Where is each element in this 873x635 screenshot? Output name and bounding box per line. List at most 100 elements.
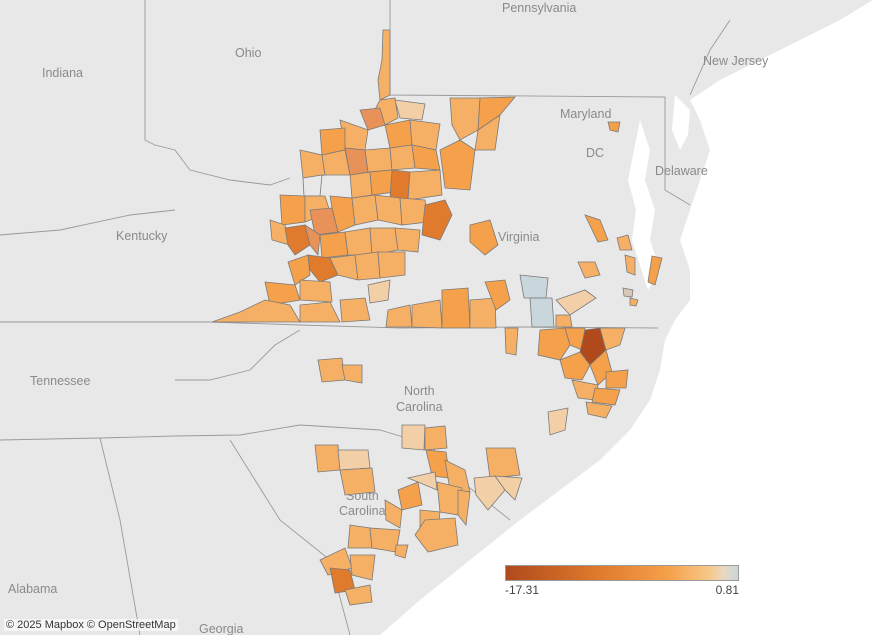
county-shape[interactable] bbox=[494, 475, 523, 501]
label-pennsylvania: Pennsylvania bbox=[502, 1, 576, 15]
county-shape[interactable] bbox=[519, 274, 549, 299]
county-shape[interactable] bbox=[577, 261, 601, 279]
label-virginia: Virginia bbox=[498, 230, 540, 244]
county-shape[interactable] bbox=[299, 301, 341, 323]
county-shape[interactable] bbox=[284, 224, 311, 256]
county-shape[interactable] bbox=[504, 327, 519, 356]
label-tennessee: Tennessee bbox=[30, 374, 91, 388]
county-shape[interactable] bbox=[647, 255, 663, 286]
place-labels: Pennsylvania Ohio Indiana New Jersey Mar… bbox=[8, 1, 769, 635]
county-shape[interactable] bbox=[347, 524, 373, 549]
county-shape[interactable] bbox=[341, 364, 363, 384]
county-shape[interactable] bbox=[555, 289, 597, 316]
county-shape[interactable] bbox=[369, 227, 399, 256]
county-shape[interactable] bbox=[211, 299, 301, 323]
county-shape[interactable] bbox=[339, 297, 371, 323]
county-shape[interactable] bbox=[474, 114, 501, 151]
chesapeake-bay bbox=[628, 120, 660, 290]
county-shape[interactable] bbox=[622, 287, 634, 298]
county-shape[interactable] bbox=[384, 499, 403, 529]
label-alabama: Alabama bbox=[8, 582, 57, 596]
county-shape[interactable] bbox=[484, 279, 511, 311]
county-shape[interactable] bbox=[351, 194, 379, 226]
county-shape[interactable] bbox=[394, 544, 409, 559]
label-north-carolina-line1: North bbox=[404, 384, 435, 398]
county-shape[interactable] bbox=[319, 231, 349, 259]
county-shape[interactable] bbox=[321, 149, 351, 176]
county-shape[interactable] bbox=[605, 369, 629, 389]
county-shape[interactable] bbox=[591, 387, 621, 406]
county-shape[interactable] bbox=[441, 287, 471, 329]
county-shape[interactable] bbox=[307, 254, 339, 283]
county-shape[interactable] bbox=[584, 214, 609, 243]
county-shape[interactable] bbox=[469, 219, 499, 256]
county-shape[interactable] bbox=[629, 297, 639, 307]
county-shape[interactable] bbox=[485, 447, 521, 479]
county-shape[interactable] bbox=[302, 174, 323, 197]
county-shape[interactable] bbox=[374, 194, 403, 226]
county-shape[interactable] bbox=[367, 279, 391, 304]
county-shape[interactable] bbox=[473, 475, 506, 511]
color-legend: -17.31 0.81 bbox=[505, 565, 739, 605]
label-indiana: Indiana bbox=[42, 66, 83, 80]
legend-min-label: -17.31 bbox=[505, 583, 540, 597]
label-new-jersey: New Jersey bbox=[703, 54, 769, 68]
county-shape[interactable] bbox=[529, 297, 555, 328]
county-shape[interactable] bbox=[389, 144, 416, 171]
county-shape[interactable] bbox=[397, 481, 423, 511]
county-shape[interactable] bbox=[329, 195, 356, 233]
county-shape[interactable] bbox=[384, 119, 413, 149]
county-shape[interactable] bbox=[607, 121, 621, 133]
county-shape[interactable] bbox=[287, 254, 311, 286]
county-shape[interactable] bbox=[559, 351, 591, 381]
county-shape[interactable] bbox=[317, 357, 346, 383]
legend-gradient-bar bbox=[505, 565, 739, 581]
county-shape[interactable] bbox=[344, 584, 373, 606]
ocean bbox=[380, 0, 873, 635]
county-shape[interactable] bbox=[421, 199, 453, 241]
label-dc: DC bbox=[586, 146, 604, 160]
county-shape[interactable] bbox=[547, 407, 569, 436]
county-shape[interactable] bbox=[407, 169, 443, 201]
county-shape[interactable] bbox=[401, 424, 426, 451]
county-shape[interactable] bbox=[537, 327, 571, 361]
county-shape[interactable] bbox=[349, 554, 376, 581]
label-georgia: Georgia bbox=[199, 622, 244, 635]
county-shape[interactable] bbox=[469, 297, 497, 329]
county-shape[interactable] bbox=[354, 251, 381, 281]
county-shape[interactable] bbox=[389, 169, 411, 201]
county-shape[interactable] bbox=[349, 171, 373, 199]
county-shape[interactable] bbox=[377, 251, 406, 279]
county-shapes[interactable] bbox=[211, 29, 663, 606]
county-shape[interactable] bbox=[279, 194, 306, 226]
map-attribution[interactable]: © 2025 Mapbox © OpenStreetMap bbox=[4, 619, 178, 631]
county-shape[interactable] bbox=[449, 97, 481, 141]
county-shape[interactable] bbox=[414, 517, 459, 553]
label-delaware: Delaware bbox=[655, 164, 708, 178]
county-shape[interactable] bbox=[624, 254, 636, 276]
county-shape[interactable] bbox=[585, 401, 613, 419]
county-shape[interactable] bbox=[337, 449, 371, 471]
county-shape[interactable] bbox=[406, 471, 438, 491]
county-shape[interactable] bbox=[411, 299, 443, 329]
county-shape[interactable] bbox=[616, 234, 633, 251]
county-shape[interactable] bbox=[555, 314, 573, 328]
label-north-carolina-line2: Carolina bbox=[396, 400, 443, 414]
county-shape[interactable] bbox=[394, 227, 421, 253]
county-shape[interactable] bbox=[457, 489, 471, 526]
county-shape[interactable] bbox=[344, 227, 373, 256]
county-shape[interactable] bbox=[339, 467, 376, 496]
county-shape[interactable] bbox=[364, 147, 393, 173]
county-shape[interactable] bbox=[424, 425, 448, 451]
county-shape[interactable] bbox=[599, 327, 626, 351]
county-shape[interactable] bbox=[439, 139, 476, 191]
label-maryland: Maryland bbox=[560, 107, 611, 121]
county-shape[interactable] bbox=[394, 99, 426, 121]
label-south-carolina-line2: Carolina bbox=[339, 504, 386, 518]
county-shape[interactable] bbox=[314, 444, 341, 473]
label-ohio: Ohio bbox=[235, 46, 261, 60]
label-kentucky: Kentucky bbox=[116, 229, 168, 243]
county-shape[interactable] bbox=[304, 224, 321, 257]
county-shape[interactable] bbox=[299, 279, 333, 303]
